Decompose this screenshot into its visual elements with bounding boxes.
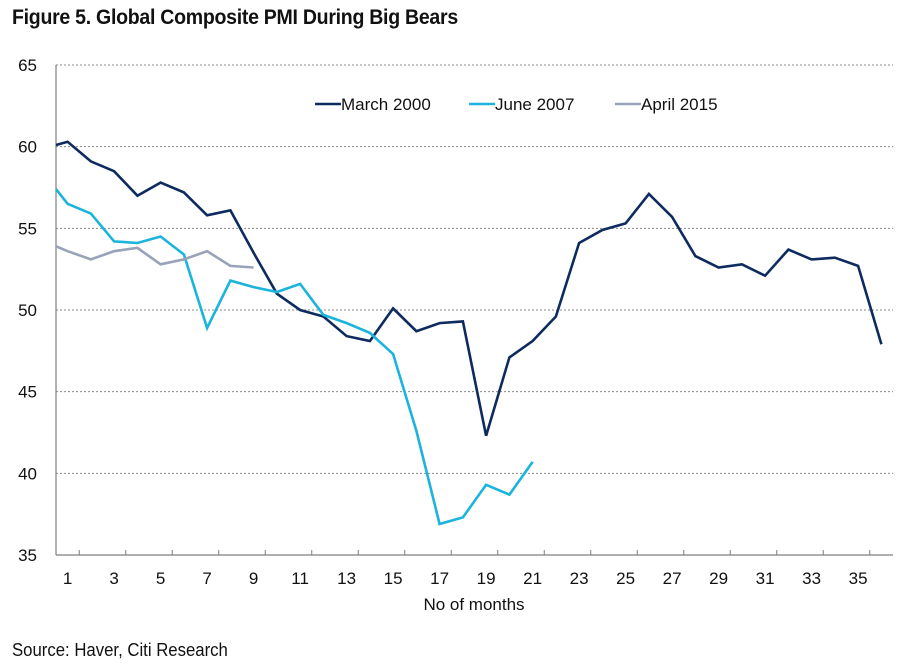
x-tick-label: 27 [663,569,682,588]
x-tick-label: 35 [849,569,868,588]
x-tick-label: 13 [337,569,356,588]
x-tick-labels: 1 3 5 7 9 11 13 15 17 19 21 23 25 27 29 31 33 35 [63,569,868,588]
x-tick-label: 5 [156,569,165,588]
x-tick-label: 23 [570,569,589,588]
gridlines [56,64,893,474]
series-lines [54,140,883,526]
y-tick-label: 60 [18,138,37,157]
legend: March 2000 June 2007 April 2015 [315,95,718,114]
legend-label-june-2007: June 2007 [495,95,574,114]
y-tick-label: 45 [18,383,37,402]
legend-label-march-2000: March 2000 [341,95,431,114]
x-tick-label: 29 [709,569,728,588]
x-tick-label: 31 [756,569,775,588]
y-tick-labels: 35 40 45 50 55 60 65 [18,56,37,565]
chart-title: Figure 5. Global Composite PMI During Bi… [12,6,458,29]
x-tick-label: 11 [291,569,309,588]
series-line-april-2015 [55,245,254,269]
x-tick-label: 21 [523,569,542,588]
x-tick-label: 25 [616,569,635,588]
axes [55,65,893,556]
series-line-june-2007 [54,188,534,526]
x-tick-label: 1 [63,569,72,588]
x-tick-label: 15 [384,569,403,588]
x-tick-label: 17 [430,569,449,588]
y-tick-label: 35 [18,546,37,565]
x-tick-label: 33 [802,569,821,588]
x-axis-title: No of months [423,595,524,614]
x-tick-label: 19 [477,569,496,588]
series-line-march-2000 [55,140,883,437]
y-tick-label: 65 [18,56,37,75]
legend-label-april-2015: April 2015 [641,95,718,114]
y-tick-label: 55 [18,219,37,238]
x-tick-label: 7 [202,569,211,588]
source-note: Source: Haver, Citi Research [12,640,228,660]
y-tick-label: 50 [18,301,37,320]
x-tick-label: 3 [109,569,118,588]
x-tick-label: 9 [249,569,258,588]
y-tick-label: 40 [18,464,37,483]
